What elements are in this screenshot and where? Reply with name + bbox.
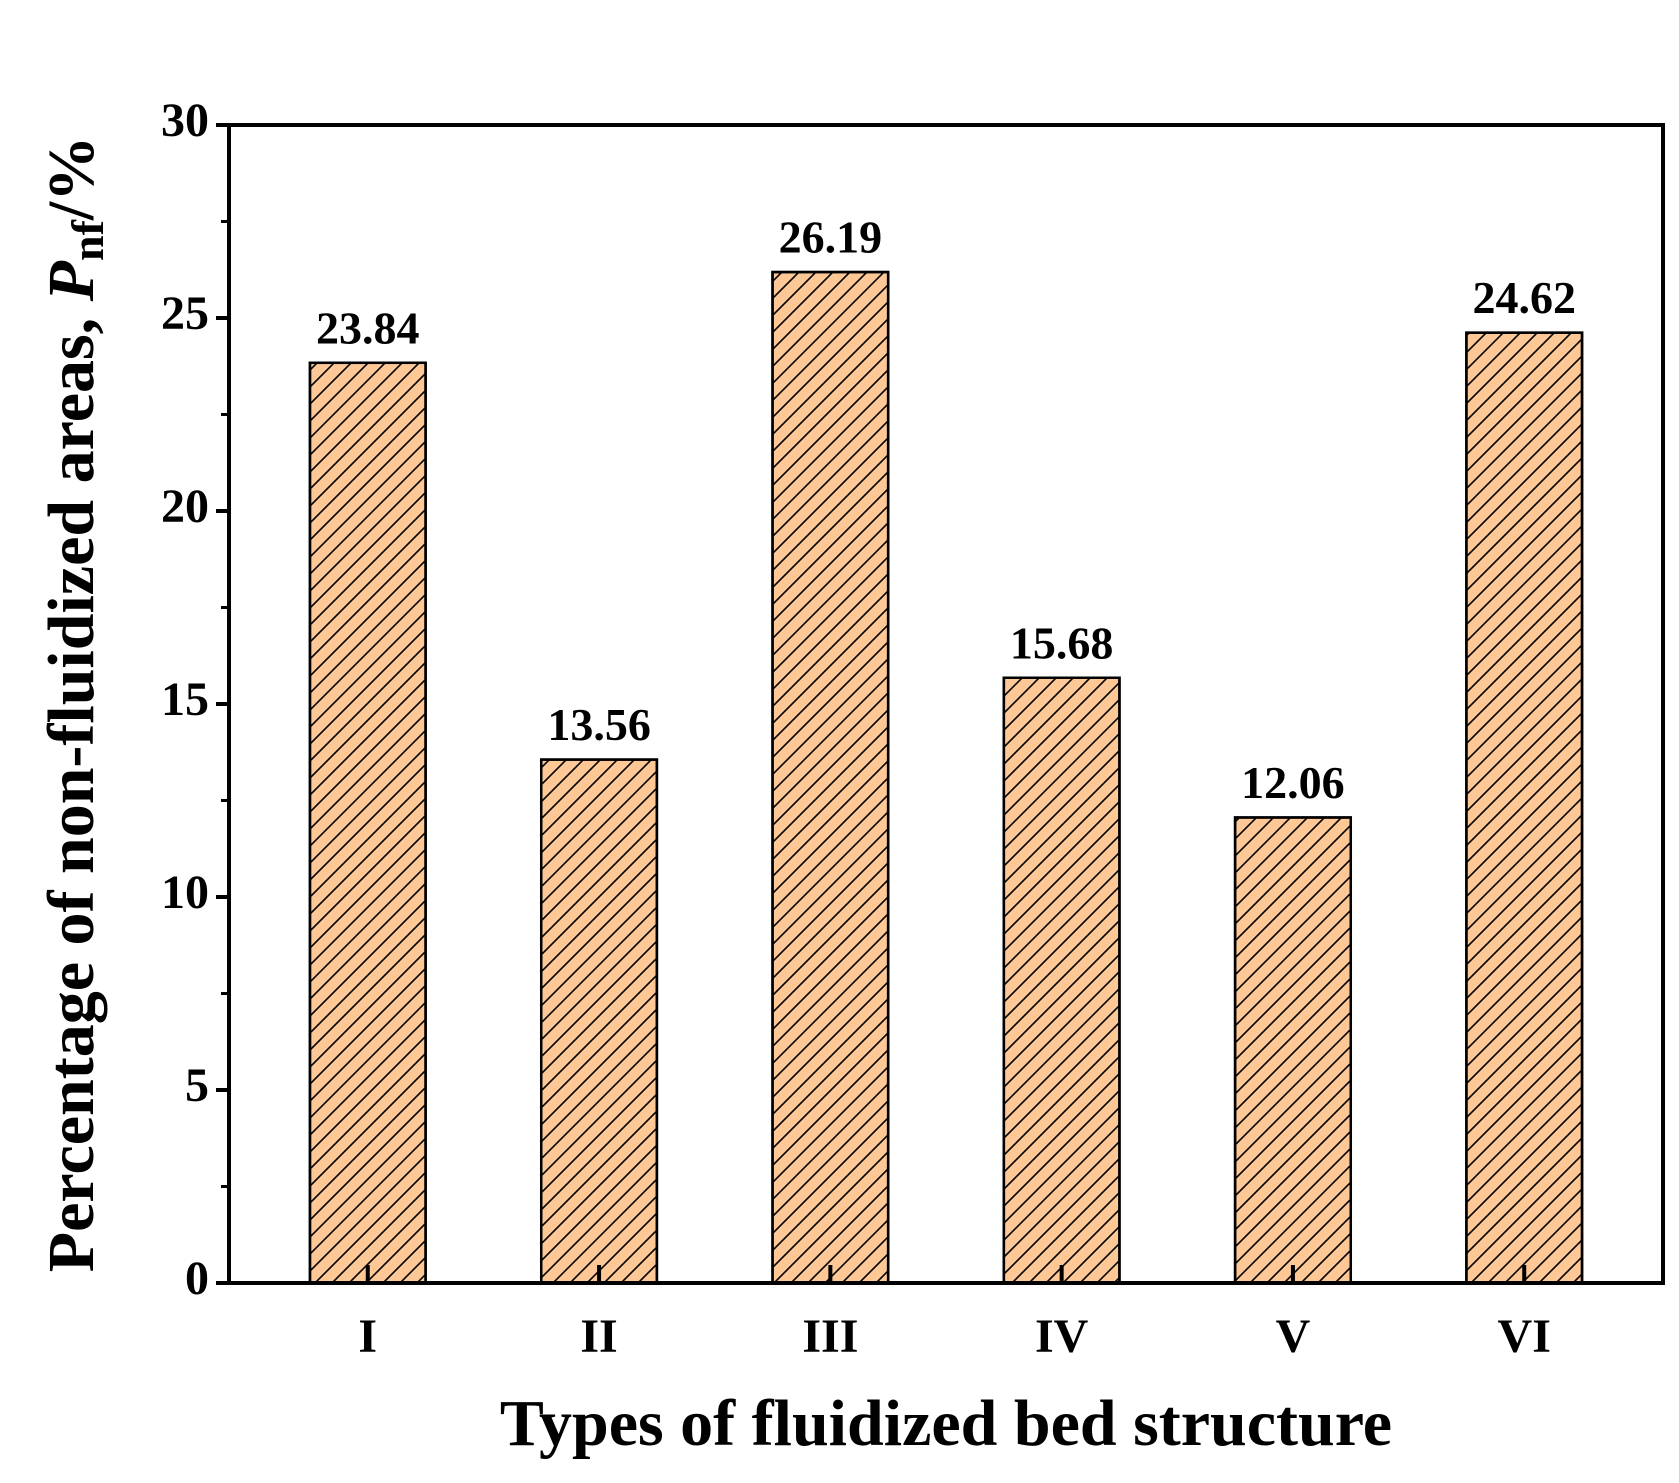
x-tick-label: VI xyxy=(1498,1310,1551,1363)
x-tick-label: I xyxy=(358,1310,377,1363)
x-tick-label: IV xyxy=(1035,1310,1089,1363)
bar-hatch xyxy=(771,270,890,1285)
y-tick-label: 0 xyxy=(185,1252,209,1305)
y-axis-title-unit: /% xyxy=(35,136,108,221)
y-tick-label: 15 xyxy=(161,673,209,726)
bar-hatch xyxy=(1002,676,1121,1285)
x-tick-label: III xyxy=(802,1310,858,1363)
value-label: 24.62 xyxy=(1472,272,1576,323)
bar-hatch xyxy=(1465,331,1584,1285)
y-tick-label: 10 xyxy=(161,866,209,919)
bar-hatch xyxy=(1233,816,1353,1285)
bar-hatch xyxy=(539,758,659,1285)
x-axis-title: Types of fluidized bed structure xyxy=(500,1387,1392,1460)
y-axis-title-subscript: nf xyxy=(62,219,113,261)
value-label: 23.84 xyxy=(316,302,420,353)
y-axis-title-symbol: P xyxy=(35,260,108,302)
value-label: 12.06 xyxy=(1241,757,1345,808)
plot-frame xyxy=(227,123,1665,1285)
y-tick-label: 20 xyxy=(161,480,209,533)
y-axis-title-text: Percentage of non-fluidized areas, xyxy=(35,318,108,1272)
x-tick-label: II xyxy=(580,1310,617,1363)
y-axis-title: Percentage of non-fluidized areas, Pnf/% xyxy=(35,136,112,1273)
x-tick-label: V xyxy=(1276,1310,1311,1363)
value-label: 15.68 xyxy=(1010,617,1114,668)
bar-hatch xyxy=(308,361,427,1285)
y-tick-label: 25 xyxy=(161,287,209,340)
y-tick-label: 5 xyxy=(185,1059,209,1112)
value-label: 26.19 xyxy=(779,212,883,263)
y-tick-label: 30 xyxy=(161,94,209,147)
value-label: 13.56 xyxy=(547,699,651,750)
